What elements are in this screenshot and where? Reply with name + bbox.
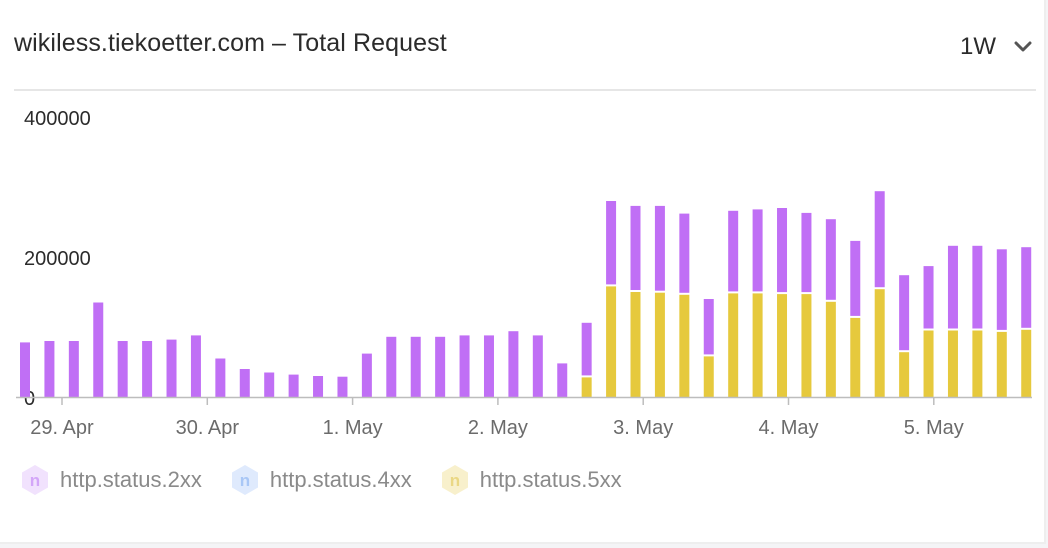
bar-segment-2xx [972,245,983,329]
bar-segment-2xx [557,363,568,397]
bar-segment-2xx [20,342,30,397]
bar-segment-2xx [850,240,861,316]
chart-legend: n http.status.2xx n http.status.4xx n ht… [20,462,650,498]
bar-segment-5xx [777,294,788,397]
bar-segment-5xx [850,317,861,397]
bar-segment-5xx [679,294,690,397]
bar-segment-2xx [630,205,641,290]
legend-label: http.status.4xx [269,467,412,492]
bar-segment-5xx [874,289,885,397]
series-badge-icon: n [441,465,468,495]
bar-segment-2xx [386,336,397,397]
x-tick-label: 4. May [758,417,818,439]
legend-item-4xx[interactable]: n http.status.4xx [230,464,412,496]
bar-segment-2xx [337,376,348,397]
bar-segment-5xx [1021,329,1032,397]
bar-segment-2xx [728,210,739,292]
bar-segment-2xx [532,335,543,397]
bar-chart: 0 200000 400000 29. Apr 30. Apr 1. May 2. May 3… [16,108,1032,439]
card-header: wikiless.tiekoetter.com – Total Request … [14,0,1036,91]
bar-segment-5xx [606,286,617,397]
bar-segment-2xx [190,335,201,397]
bar-segment-5xx [972,330,983,397]
svg-text:n: n [240,471,250,490]
bar-segment-5xx [825,301,836,397]
legend-label: http.status.2xx [60,467,202,492]
bar-segment-2xx [264,372,275,397]
bar-segment-5xx [947,330,958,397]
x-tick-label: 3. May [613,417,673,439]
x-tick-label: 30. Apr [176,417,240,439]
bar-segment-2xx [654,205,665,291]
chevron-down-icon[interactable] [1014,41,1032,53]
time-range-dropdown[interactable]: 1W [960,27,1032,67]
chart-title: wikiless.tiekoetter.com – Total Request [14,29,447,57]
bar-segment-2xx [313,376,324,397]
bar-segment-2xx [947,245,958,329]
time-range-label[interactable]: 1W [960,33,996,60]
bar-segment-2xx [288,374,299,397]
x-tick-label: 2. May [468,417,528,439]
bar-segment-2xx [142,341,153,397]
legend-item-2xx[interactable]: n http.status.2xx [20,464,202,496]
bar-segment-2xx [410,336,421,397]
bar-segment-5xx [752,293,763,397]
bar-segment-2xx [899,275,910,351]
bar-segment-2xx [239,369,250,397]
bar-segment-2xx [679,213,690,293]
bar-segment-2xx [508,331,519,397]
bar-segment-2xx [1021,247,1032,328]
bar-segment-2xx [752,209,763,292]
bar-segment-2xx [435,336,446,397]
legend-label: http.status.5xx [479,467,622,492]
bar-segment-5xx [728,293,739,397]
legend-item-5xx[interactable]: n http.status.5xx [440,464,622,496]
y-tick-label: 0 [24,388,35,410]
bar-segment-5xx [581,377,592,397]
bar-segment-5xx [801,294,812,397]
bar-segment-2xx [825,219,836,300]
bar-segment-5xx [996,331,1007,397]
bar-segment-5xx [923,330,934,397]
bar-segment-2xx [68,341,79,397]
bar-segment-5xx [630,292,641,397]
bar-segment-2xx [361,353,372,397]
bar-segment-2xx [44,341,55,397]
bar-segment-2xx [996,249,1007,330]
x-tick-label: 29. Apr [30,417,94,439]
bar-segment-2xx [117,341,128,397]
bar-segment-2xx [459,335,470,397]
y-tick-label: 200000 [24,248,91,270]
bar-segment-2xx [166,339,177,397]
bar-segment-2xx [483,335,494,397]
bar-segment-2xx [581,322,592,376]
bar-segment-5xx [899,352,910,397]
bar-segment-2xx [874,191,885,288]
bar-segment-2xx [606,201,617,285]
bar-segment-5xx [703,356,714,397]
series-badge-icon: n [22,465,48,495]
x-tick-label: 5. May [904,417,964,439]
bar-segment-5xx [654,292,665,397]
y-tick-label: 400000 [24,108,91,130]
svg-text:n: n [450,471,460,490]
series-badge-icon: n [231,465,258,495]
bar-segment-2xx [215,358,226,397]
x-tick-label: 1. May [323,417,383,439]
bar-segment-2xx [703,299,714,355]
bar-segment-2xx [801,212,812,293]
bar-segment-2xx [923,266,934,329]
bar-segment-2xx [777,208,788,293]
svg-text:n: n [30,471,40,490]
bar-segment-2xx [93,302,104,397]
